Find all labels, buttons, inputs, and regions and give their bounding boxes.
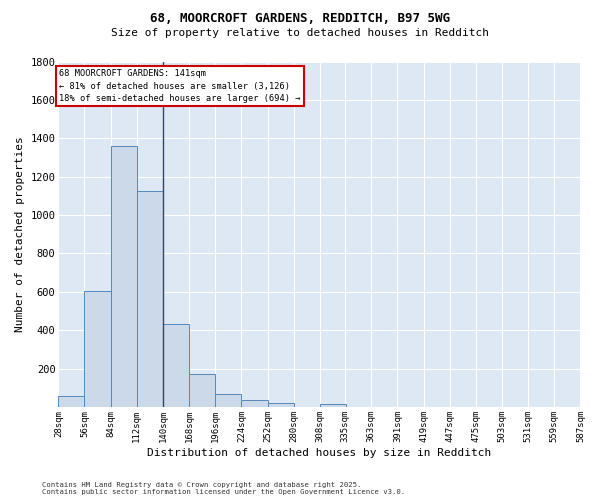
Text: Contains HM Land Registry data © Crown copyright and database right 2025.: Contains HM Land Registry data © Crown c… bbox=[42, 482, 361, 488]
Bar bbox=[189, 374, 215, 407]
Bar bbox=[110, 146, 137, 407]
Text: 68, MOORCROFT GARDENS, REDDITCH, B97 5WG: 68, MOORCROFT GARDENS, REDDITCH, B97 5WG bbox=[150, 12, 450, 26]
Text: 68 MOORCROFT GARDENS: 141sqm
← 81% of detached houses are smaller (3,126)
18% of: 68 MOORCROFT GARDENS: 141sqm ← 81% of de… bbox=[59, 69, 301, 103]
Bar bbox=[137, 191, 163, 407]
Bar bbox=[215, 394, 241, 407]
Bar bbox=[85, 291, 110, 407]
Text: Size of property relative to detached houses in Redditch: Size of property relative to detached ho… bbox=[111, 28, 489, 38]
Bar bbox=[241, 400, 268, 407]
Text: Contains public sector information licensed under the Open Government Licence v3: Contains public sector information licen… bbox=[42, 489, 405, 495]
Bar bbox=[58, 396, 85, 407]
Bar bbox=[163, 324, 189, 407]
Y-axis label: Number of detached properties: Number of detached properties bbox=[15, 136, 25, 332]
Bar bbox=[268, 403, 294, 407]
Bar bbox=[320, 404, 346, 407]
X-axis label: Distribution of detached houses by size in Redditch: Distribution of detached houses by size … bbox=[147, 448, 491, 458]
